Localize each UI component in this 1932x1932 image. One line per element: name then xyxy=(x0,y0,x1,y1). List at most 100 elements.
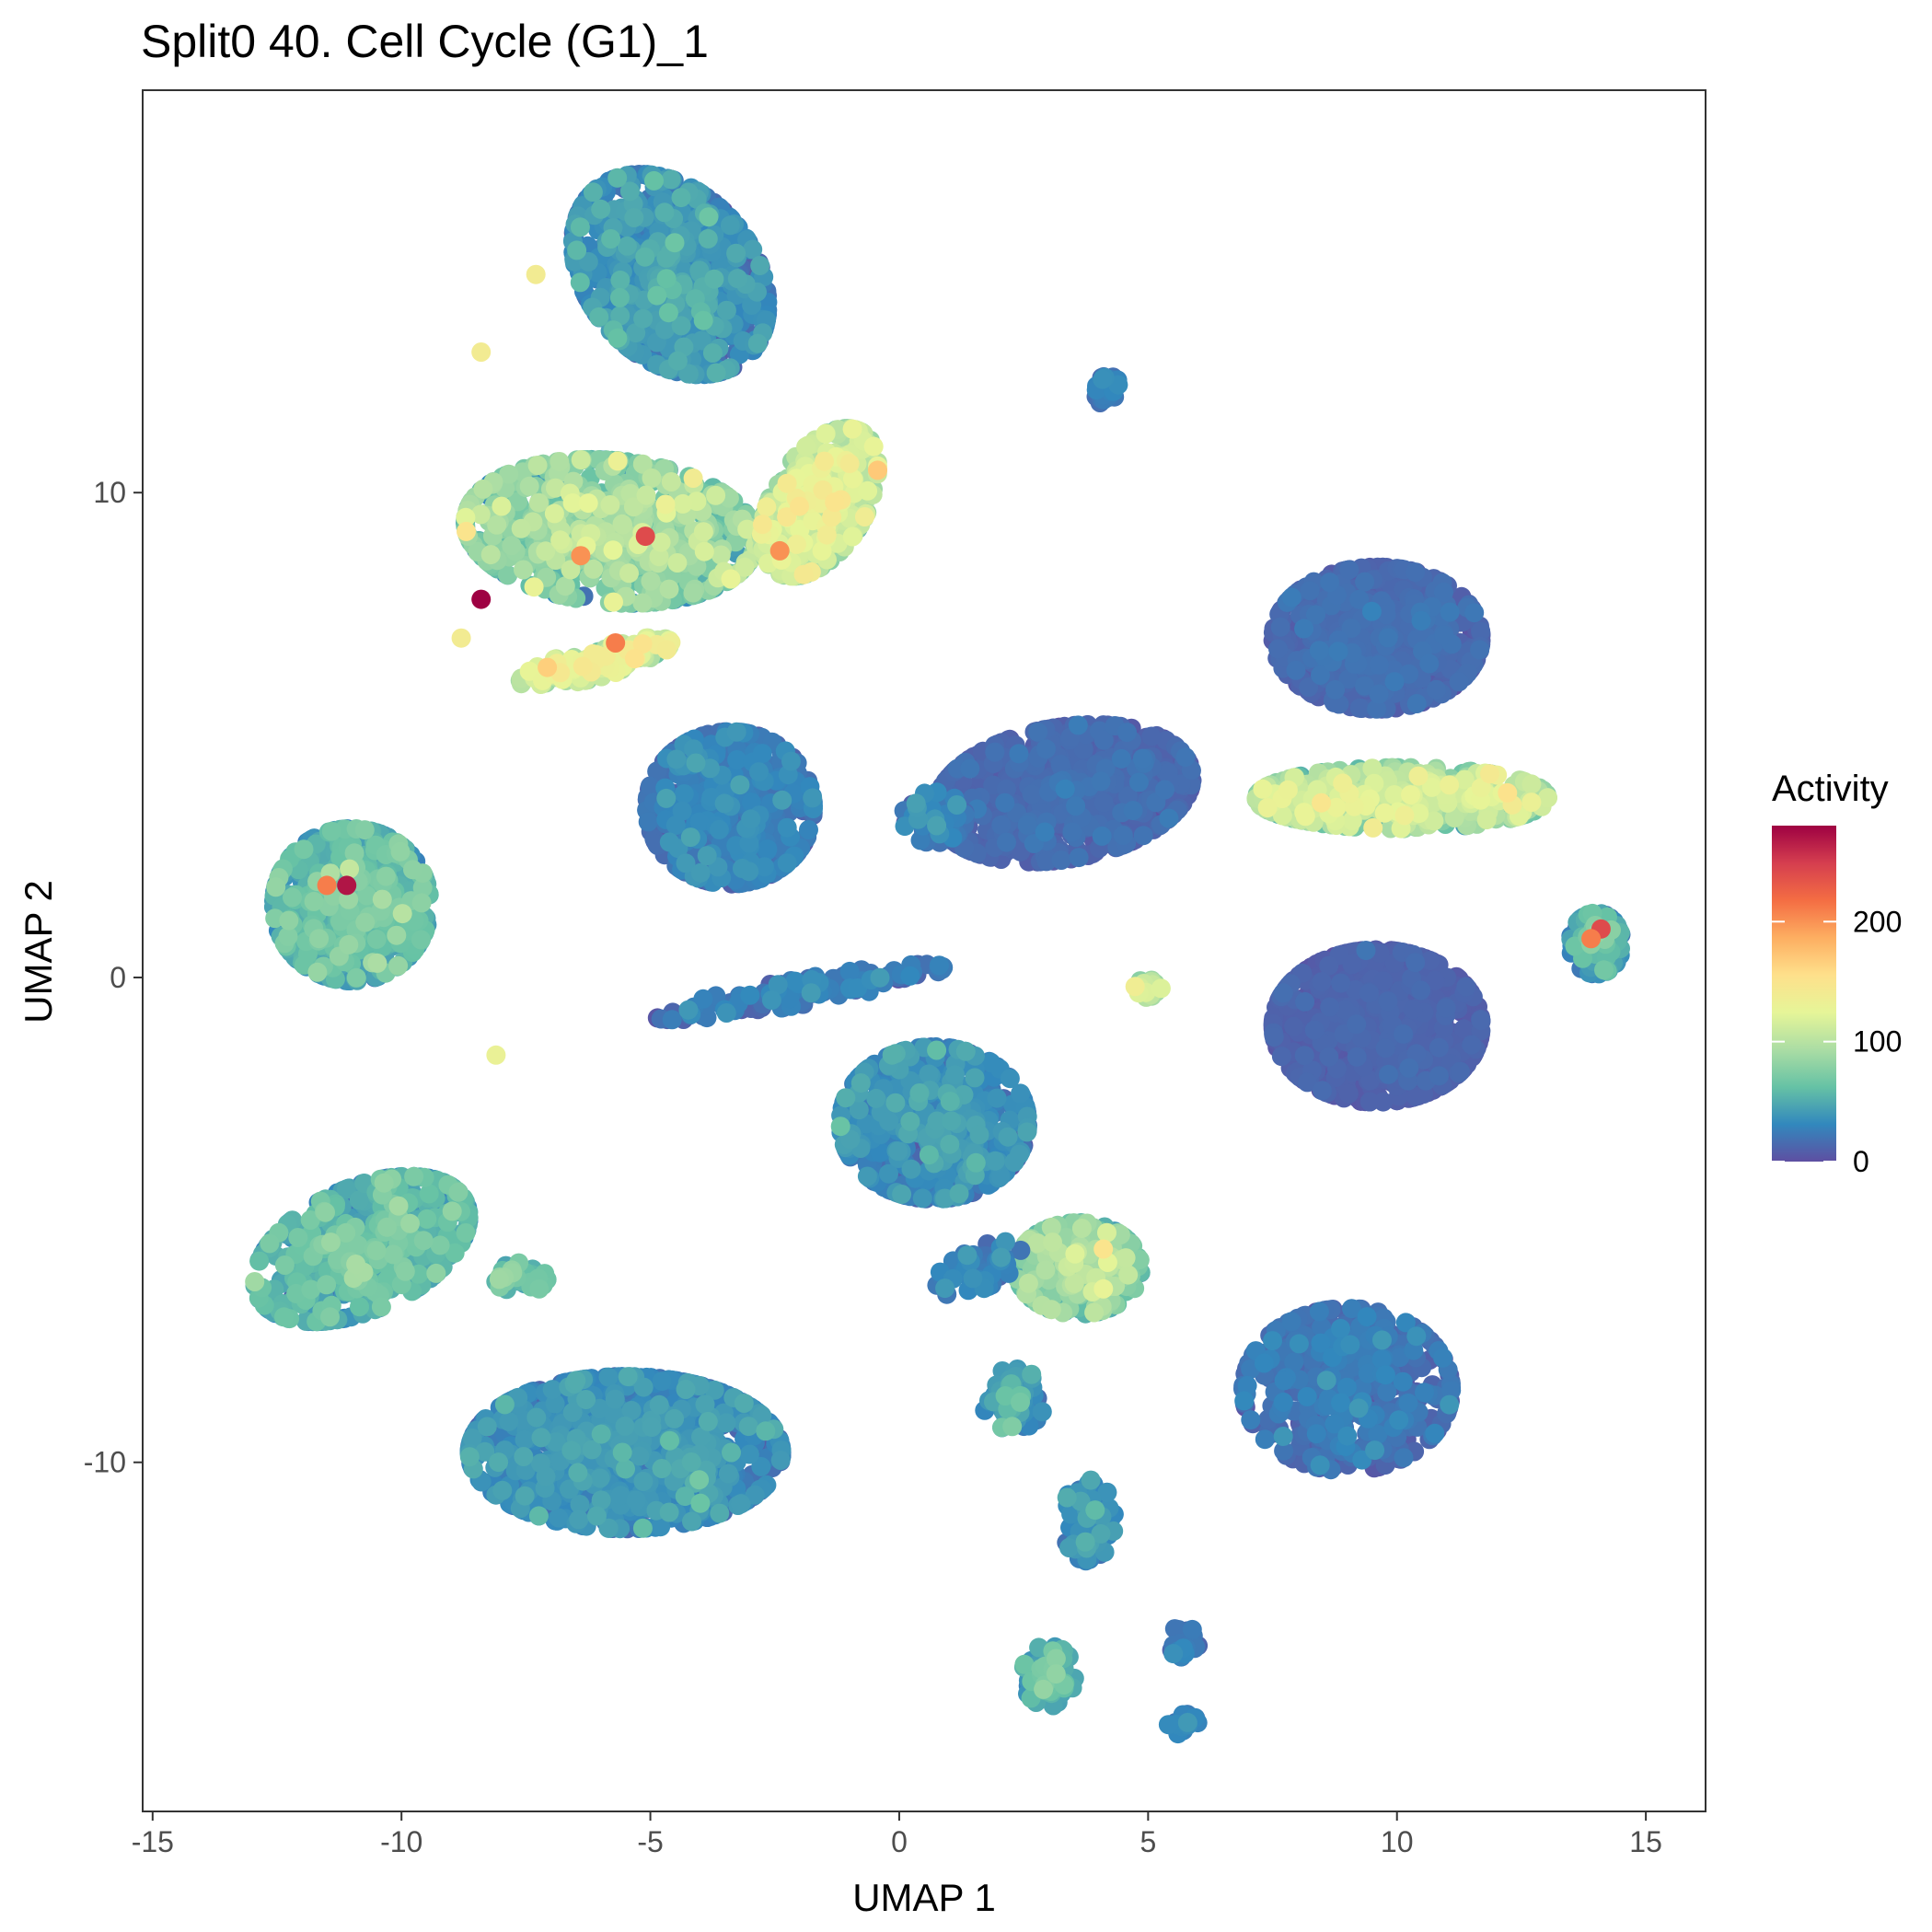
cell-point xyxy=(1521,792,1542,813)
cell-point xyxy=(1312,792,1331,813)
cell-point xyxy=(1470,640,1490,660)
cell-point xyxy=(633,308,654,329)
cell-point xyxy=(1253,779,1273,799)
cell-point xyxy=(690,862,711,883)
cell-point xyxy=(1320,573,1340,593)
cell-point xyxy=(589,307,609,327)
cell-point xyxy=(1355,572,1375,592)
cell-point xyxy=(1035,822,1055,842)
cell-point xyxy=(1339,560,1359,580)
cell-point xyxy=(694,541,714,561)
cell-point xyxy=(698,228,718,249)
cell-point xyxy=(610,306,631,326)
cell-point xyxy=(647,285,667,306)
cell-point xyxy=(858,480,878,501)
cell-point xyxy=(1295,806,1315,827)
cell-point xyxy=(709,819,729,839)
cell-point xyxy=(654,202,675,223)
cell-point xyxy=(1521,774,1542,794)
cell-point xyxy=(667,351,688,371)
cell-point xyxy=(656,788,677,808)
cell-point xyxy=(1361,601,1382,621)
cell-point xyxy=(659,579,679,599)
cell-point xyxy=(607,328,628,348)
cell-point xyxy=(693,310,713,330)
cell-point xyxy=(550,530,571,550)
cell-point xyxy=(1384,672,1405,692)
cell-point xyxy=(667,553,688,573)
cell-point xyxy=(1300,581,1320,601)
cell-point xyxy=(1017,815,1037,835)
cell-point xyxy=(524,577,544,597)
cell-point xyxy=(502,536,522,556)
cell-point xyxy=(781,751,801,771)
cell-point xyxy=(1123,801,1143,820)
cell-point xyxy=(686,753,706,773)
cell-point xyxy=(679,364,699,384)
cell-point xyxy=(603,540,623,561)
cell-point xyxy=(772,790,792,810)
cell-point xyxy=(661,169,681,190)
cell-point xyxy=(1309,641,1329,661)
cell-point xyxy=(777,817,797,838)
cell-point xyxy=(985,742,1005,762)
cell-point xyxy=(527,456,548,475)
cell-point xyxy=(1480,764,1499,784)
cell-point xyxy=(636,485,656,505)
cell-point xyxy=(665,233,685,253)
cell-point xyxy=(654,319,675,340)
cell-point xyxy=(842,419,862,439)
cell-point xyxy=(655,494,676,515)
cell-point xyxy=(793,564,814,584)
cell-point xyxy=(610,270,631,290)
cell-point xyxy=(721,569,741,589)
cell-point xyxy=(1419,654,1440,674)
cell-point xyxy=(815,451,834,471)
cell-point xyxy=(659,832,679,852)
cell-point xyxy=(752,744,772,764)
cell-point xyxy=(711,545,731,565)
cell-point xyxy=(604,592,623,612)
cell-point xyxy=(1411,611,1431,631)
cell-point xyxy=(607,451,628,471)
cell-point xyxy=(1476,810,1497,830)
cell-point xyxy=(617,236,637,256)
cell-point xyxy=(1363,817,1383,838)
cell-point xyxy=(1133,826,1153,846)
cell-point xyxy=(1349,698,1370,718)
cell-point xyxy=(1294,619,1314,639)
cell-point xyxy=(1394,805,1415,826)
cell-point xyxy=(514,560,533,580)
cell-point xyxy=(609,287,630,307)
cell-point xyxy=(743,239,763,260)
cell-point xyxy=(619,563,639,584)
cell-point xyxy=(868,460,887,480)
cell-point xyxy=(683,469,703,488)
cell-point xyxy=(816,525,837,545)
cell-point xyxy=(567,240,587,260)
cell-point xyxy=(854,507,874,526)
cell-point xyxy=(1141,726,1162,746)
cell-point xyxy=(997,832,1016,852)
cell-point xyxy=(750,256,770,275)
cell-point xyxy=(1401,785,1420,804)
cell-point xyxy=(600,495,620,515)
cell-point xyxy=(1378,628,1398,648)
cell-point xyxy=(555,576,575,596)
cell-point xyxy=(571,450,591,470)
cell-point xyxy=(757,497,777,517)
cell-point xyxy=(1270,617,1290,637)
cell-point xyxy=(697,846,717,866)
cell-point xyxy=(683,583,703,603)
cell-point xyxy=(550,452,570,471)
cell-point xyxy=(863,436,884,457)
cell-point xyxy=(680,827,700,848)
cell-point xyxy=(839,454,860,474)
cell-point xyxy=(613,515,632,535)
cell-point xyxy=(796,436,816,457)
cell-point xyxy=(1449,672,1469,692)
cell-point xyxy=(1009,744,1029,764)
cell-point xyxy=(511,518,531,538)
cell-point xyxy=(619,181,640,202)
